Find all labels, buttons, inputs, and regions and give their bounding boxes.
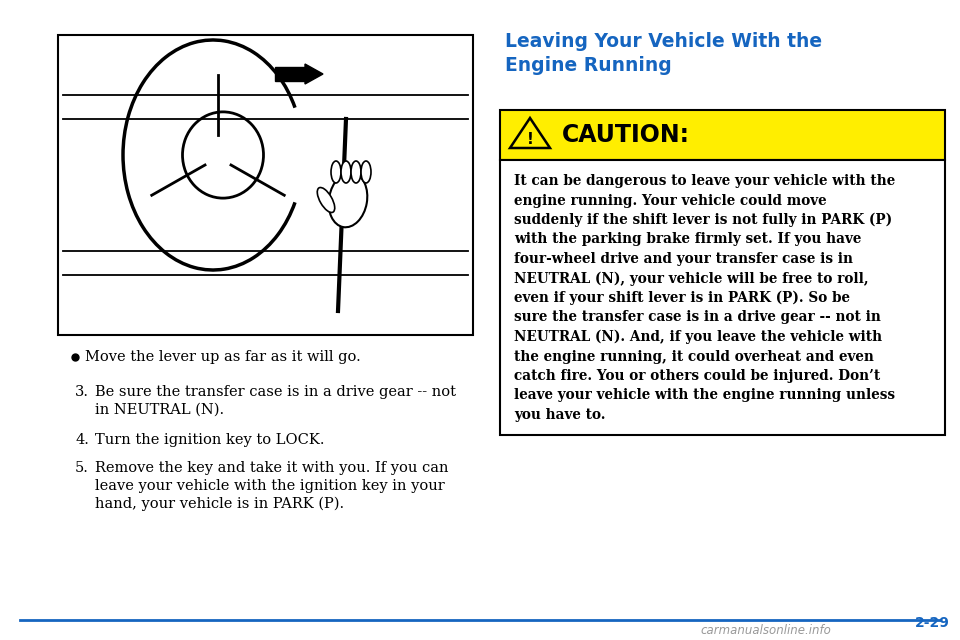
Polygon shape xyxy=(275,67,305,81)
Text: CAUTION:: CAUTION: xyxy=(562,123,690,147)
Text: NEUTRAL (N), your vehicle will be free to roll,: NEUTRAL (N), your vehicle will be free t… xyxy=(514,271,869,286)
Text: Engine Running: Engine Running xyxy=(505,56,672,75)
Text: in NEUTRAL (N).: in NEUTRAL (N). xyxy=(95,403,224,417)
Text: even if your shift lever is in PARK (P). So be: even if your shift lever is in PARK (P).… xyxy=(514,291,850,305)
Text: NEUTRAL (N). And, if you leave the vehicle with: NEUTRAL (N). And, if you leave the vehic… xyxy=(514,330,882,344)
Polygon shape xyxy=(305,64,323,84)
Text: Move the lever up as far as it will go.: Move the lever up as far as it will go. xyxy=(85,350,361,364)
Text: you have to.: you have to. xyxy=(514,408,606,422)
FancyBboxPatch shape xyxy=(58,35,473,335)
Text: suddenly if the shift lever is not fully in PARK (P): suddenly if the shift lever is not fully… xyxy=(514,213,892,227)
Text: with the parking brake firmly set. If you have: with the parking brake firmly set. If yo… xyxy=(514,232,861,246)
Ellipse shape xyxy=(328,173,368,227)
Ellipse shape xyxy=(361,161,371,183)
Text: 5.: 5. xyxy=(75,461,89,475)
Ellipse shape xyxy=(331,161,341,183)
Text: catch fire. You or others could be injured. Don’t: catch fire. You or others could be injur… xyxy=(514,369,880,383)
FancyBboxPatch shape xyxy=(500,160,945,435)
Text: hand, your vehicle is in PARK (P).: hand, your vehicle is in PARK (P). xyxy=(95,497,344,511)
Text: !: ! xyxy=(527,132,534,147)
Text: sure the transfer case is in a drive gear -- not in: sure the transfer case is in a drive gea… xyxy=(514,310,881,324)
Text: Turn the ignition key to LOCK.: Turn the ignition key to LOCK. xyxy=(95,433,324,447)
Ellipse shape xyxy=(341,161,351,183)
Text: the engine running, it could overheat and even: the engine running, it could overheat an… xyxy=(514,349,874,364)
Text: It can be dangerous to leave your vehicle with the: It can be dangerous to leave your vehicl… xyxy=(514,174,896,188)
Polygon shape xyxy=(510,118,550,148)
Text: 4.: 4. xyxy=(75,433,89,447)
Text: 3.: 3. xyxy=(75,385,89,399)
Ellipse shape xyxy=(351,161,361,183)
Text: Be sure the transfer case is in a drive gear -- not: Be sure the transfer case is in a drive … xyxy=(95,385,456,399)
Text: Leaving Your Vehicle With the: Leaving Your Vehicle With the xyxy=(505,32,822,51)
Text: engine running. Your vehicle could move: engine running. Your vehicle could move xyxy=(514,193,827,207)
FancyBboxPatch shape xyxy=(500,110,945,160)
Text: carmanualsonline.info: carmanualsonline.info xyxy=(700,624,830,637)
Ellipse shape xyxy=(318,188,335,212)
Text: 2-29: 2-29 xyxy=(915,616,950,630)
Text: leave your vehicle with the ignition key in your: leave your vehicle with the ignition key… xyxy=(95,479,444,493)
Text: Remove the key and take it with you. If you can: Remove the key and take it with you. If … xyxy=(95,461,448,475)
Text: four-wheel drive and your transfer case is in: four-wheel drive and your transfer case … xyxy=(514,252,853,266)
Text: leave your vehicle with the engine running unless: leave your vehicle with the engine runni… xyxy=(514,388,895,403)
